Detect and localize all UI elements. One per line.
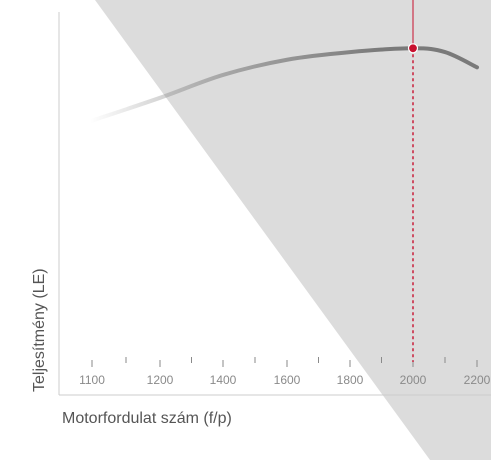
- x-tick-label: 1800: [337, 373, 364, 387]
- x-axis-title: Motorfordulat szám (f/p): [62, 410, 232, 427]
- x-tick-label: 1600: [274, 373, 301, 387]
- x-tick-label: 2200: [464, 373, 491, 387]
- x-tick-label: 1400: [210, 373, 237, 387]
- x-tick-label: 1200: [147, 373, 174, 387]
- y-axis-title: Teljesítmény (LE): [31, 268, 48, 392]
- x-axis-ticks: 1100 1200 1400 1600 1800 2000 2200: [79, 357, 491, 387]
- highlight-marker: [407, 43, 419, 54]
- shaded-region: [95, 0, 491, 460]
- series-line: [90, 46, 479, 123]
- x-tick-label: 2000: [400, 373, 427, 387]
- x-tick-label: 1100: [79, 373, 105, 387]
